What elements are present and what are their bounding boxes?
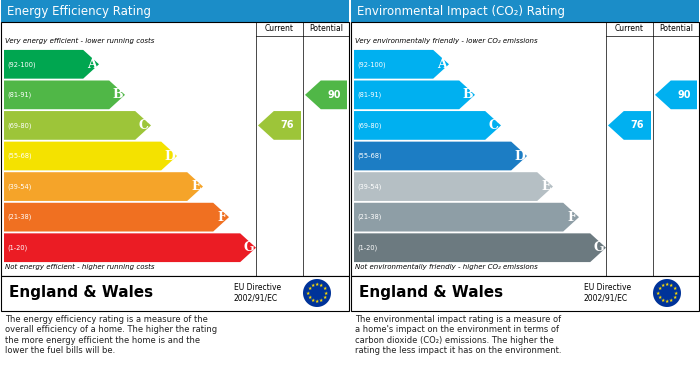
Text: (21-38): (21-38) <box>7 214 31 221</box>
Text: C: C <box>139 119 149 132</box>
Text: Not environmentally friendly - higher CO₂ emissions: Not environmentally friendly - higher CO… <box>355 264 538 270</box>
Text: F: F <box>218 211 226 224</box>
Text: Current: Current <box>615 24 643 33</box>
Text: ★: ★ <box>322 286 327 291</box>
Text: (92-100): (92-100) <box>7 61 36 68</box>
Text: Energy Efficiency Rating: Energy Efficiency Rating <box>7 5 151 18</box>
Text: E: E <box>541 180 551 193</box>
Text: Very environmentally friendly - lower CO₂ emissions: Very environmentally friendly - lower CO… <box>355 38 538 44</box>
Text: England & Wales: England & Wales <box>359 285 503 301</box>
Text: (55-68): (55-68) <box>7 153 31 159</box>
Text: D: D <box>514 149 525 163</box>
Text: (21-38): (21-38) <box>357 214 382 221</box>
Text: (1-20): (1-20) <box>357 244 377 251</box>
Text: Environmental Impact (CO₂) Rating: Environmental Impact (CO₂) Rating <box>357 5 565 18</box>
Text: A: A <box>437 58 447 71</box>
Text: Potential: Potential <box>309 24 343 33</box>
Text: B: B <box>113 88 123 101</box>
Text: F: F <box>568 211 576 224</box>
Text: G: G <box>594 241 604 254</box>
Text: (92-100): (92-100) <box>357 61 386 68</box>
Text: (55-68): (55-68) <box>357 153 382 159</box>
Text: ★: ★ <box>307 295 312 300</box>
Text: C: C <box>489 119 499 132</box>
Text: ★: ★ <box>322 295 327 300</box>
Text: ★: ★ <box>673 291 678 296</box>
Text: ★: ★ <box>323 291 328 296</box>
Text: (69-80): (69-80) <box>7 122 31 129</box>
Text: ★: ★ <box>665 282 669 287</box>
Text: (39-54): (39-54) <box>7 183 31 190</box>
Text: 90: 90 <box>677 90 691 100</box>
Text: ★: ★ <box>672 295 677 300</box>
Text: ★: ★ <box>669 283 673 288</box>
Text: ★: ★ <box>669 298 673 303</box>
Text: EU Directive
2002/91/EC: EU Directive 2002/91/EC <box>234 283 281 303</box>
Text: ★: ★ <box>315 299 319 304</box>
Text: ★: ★ <box>311 298 315 303</box>
Text: G: G <box>244 241 254 254</box>
Text: Very energy efficient - lower running costs: Very energy efficient - lower running co… <box>5 38 155 44</box>
Text: Potential: Potential <box>659 24 693 33</box>
Text: (1-20): (1-20) <box>7 244 27 251</box>
Text: E: E <box>191 180 201 193</box>
Text: (69-80): (69-80) <box>357 122 382 129</box>
Text: ★: ★ <box>315 282 319 287</box>
Text: ★: ★ <box>661 298 665 303</box>
Text: The energy efficiency rating is a measure of the
overall efficiency of a home. T: The energy efficiency rating is a measur… <box>5 315 217 355</box>
Text: The environmental impact rating is a measure of
a home's impact on the environme: The environmental impact rating is a mea… <box>355 315 561 355</box>
Text: EU Directive
2002/91/EC: EU Directive 2002/91/EC <box>584 283 631 303</box>
Text: (39-54): (39-54) <box>357 183 382 190</box>
Text: B: B <box>463 88 473 101</box>
Text: ★: ★ <box>319 283 323 288</box>
Text: ★: ★ <box>661 283 665 288</box>
Text: ★: ★ <box>672 286 677 291</box>
Text: Current: Current <box>265 24 293 33</box>
Text: A: A <box>87 58 97 71</box>
Text: ★: ★ <box>311 283 315 288</box>
Text: ★: ★ <box>657 286 662 291</box>
Text: 76: 76 <box>631 120 644 131</box>
Text: England & Wales: England & Wales <box>9 285 153 301</box>
Text: ★: ★ <box>665 299 669 304</box>
Text: (81-91): (81-91) <box>7 91 31 98</box>
Text: ★: ★ <box>656 291 661 296</box>
Text: ★: ★ <box>657 295 662 300</box>
Text: ★: ★ <box>319 298 323 303</box>
Text: Not energy efficient - higher running costs: Not energy efficient - higher running co… <box>5 264 155 270</box>
Text: ★: ★ <box>307 286 312 291</box>
Text: 90: 90 <box>327 90 341 100</box>
Text: 76: 76 <box>281 120 294 131</box>
Text: ★: ★ <box>306 291 311 296</box>
Text: D: D <box>164 149 175 163</box>
Text: (81-91): (81-91) <box>357 91 382 98</box>
